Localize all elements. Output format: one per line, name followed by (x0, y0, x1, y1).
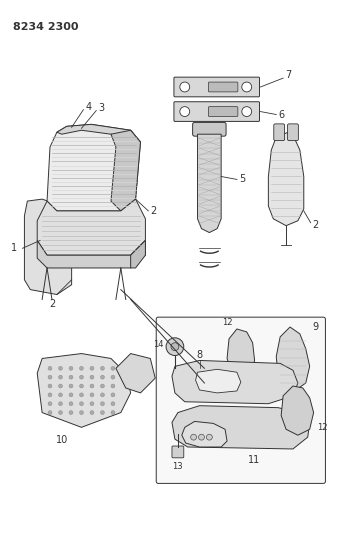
Polygon shape (198, 134, 221, 232)
Polygon shape (182, 422, 227, 447)
Polygon shape (227, 329, 255, 378)
FancyBboxPatch shape (172, 446, 184, 458)
Circle shape (206, 434, 212, 440)
Polygon shape (47, 124, 140, 211)
Circle shape (111, 366, 115, 370)
Circle shape (90, 410, 94, 415)
Text: 5: 5 (239, 174, 245, 184)
Polygon shape (37, 240, 146, 268)
FancyBboxPatch shape (208, 107, 238, 117)
FancyBboxPatch shape (193, 123, 226, 136)
Circle shape (80, 384, 83, 388)
Polygon shape (276, 327, 310, 390)
Text: 14: 14 (153, 340, 163, 349)
Circle shape (111, 384, 115, 388)
Circle shape (101, 366, 104, 370)
FancyBboxPatch shape (174, 77, 259, 97)
Polygon shape (111, 130, 140, 211)
Circle shape (80, 393, 83, 397)
Circle shape (90, 375, 94, 379)
Text: 2: 2 (49, 300, 55, 310)
Circle shape (58, 366, 63, 370)
Circle shape (48, 366, 52, 370)
Text: 13: 13 (173, 462, 183, 471)
Circle shape (69, 366, 73, 370)
Circle shape (111, 410, 115, 415)
Circle shape (48, 384, 52, 388)
FancyBboxPatch shape (288, 124, 299, 141)
Circle shape (48, 375, 52, 379)
Circle shape (180, 107, 190, 117)
Circle shape (69, 375, 73, 379)
Polygon shape (172, 406, 310, 449)
Circle shape (90, 393, 94, 397)
Text: 11: 11 (248, 455, 260, 465)
Circle shape (80, 410, 83, 415)
Text: 4: 4 (85, 102, 91, 111)
Circle shape (191, 434, 197, 440)
Text: 2: 2 (313, 220, 319, 230)
FancyBboxPatch shape (174, 102, 259, 122)
Circle shape (80, 375, 83, 379)
Text: 10: 10 (56, 435, 68, 445)
Circle shape (111, 393, 115, 397)
Circle shape (90, 366, 94, 370)
Text: 8234 2300: 8234 2300 (13, 22, 78, 32)
Polygon shape (195, 369, 241, 393)
Circle shape (80, 366, 83, 370)
Circle shape (101, 402, 104, 406)
Polygon shape (281, 386, 313, 435)
Circle shape (69, 384, 73, 388)
Circle shape (111, 375, 115, 379)
Polygon shape (57, 124, 140, 142)
Text: 12: 12 (318, 423, 328, 432)
Circle shape (101, 375, 104, 379)
FancyBboxPatch shape (274, 124, 285, 141)
Circle shape (166, 338, 184, 356)
FancyBboxPatch shape (156, 317, 325, 483)
Circle shape (242, 82, 252, 92)
Circle shape (69, 393, 73, 397)
Circle shape (58, 410, 63, 415)
Circle shape (69, 402, 73, 406)
Circle shape (58, 402, 63, 406)
Polygon shape (131, 240, 146, 268)
Circle shape (180, 82, 190, 92)
Polygon shape (268, 132, 304, 225)
Circle shape (199, 434, 204, 440)
Text: 7: 7 (285, 70, 291, 80)
Polygon shape (116, 353, 155, 393)
Circle shape (48, 402, 52, 406)
Circle shape (90, 402, 94, 406)
Circle shape (101, 410, 104, 415)
Text: 8: 8 (197, 350, 203, 360)
Circle shape (101, 384, 104, 388)
Circle shape (58, 375, 63, 379)
Text: 12: 12 (222, 318, 232, 327)
Polygon shape (37, 353, 131, 427)
Circle shape (171, 343, 179, 351)
FancyBboxPatch shape (208, 82, 238, 92)
Text: 2: 2 (150, 206, 157, 216)
Circle shape (69, 410, 73, 415)
Polygon shape (172, 360, 298, 403)
Circle shape (58, 384, 63, 388)
Polygon shape (37, 199, 146, 255)
Text: 9: 9 (313, 322, 319, 332)
Polygon shape (24, 199, 72, 295)
Circle shape (80, 402, 83, 406)
Circle shape (101, 393, 104, 397)
Circle shape (242, 107, 252, 117)
Circle shape (90, 384, 94, 388)
Text: 1: 1 (12, 243, 18, 253)
Text: 6: 6 (278, 109, 284, 119)
Circle shape (48, 410, 52, 415)
Circle shape (48, 393, 52, 397)
Text: 3: 3 (98, 103, 104, 112)
Circle shape (111, 402, 115, 406)
Circle shape (58, 393, 63, 397)
